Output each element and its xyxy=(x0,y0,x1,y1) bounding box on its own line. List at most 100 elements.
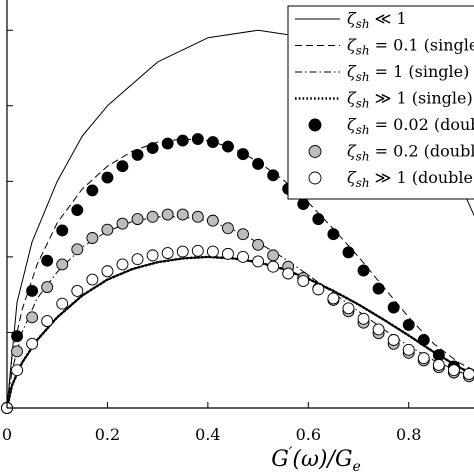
data-point-marker-filled-black-15 xyxy=(221,140,234,153)
data-point-marker-filled-gray-16 xyxy=(237,228,249,241)
data-point-marker-open-7 xyxy=(101,265,114,278)
data-point-marker-filled-gray-18 xyxy=(267,249,280,262)
data-point-marker-filled-black-7 xyxy=(101,171,114,184)
legend-item-dashdot: ζsh = 1 (single) xyxy=(295,62,469,84)
data-point-marker-filled-gray-12 xyxy=(176,208,189,221)
tick-labels: 0 0.2 0.4 0.6 0.8 xyxy=(2,425,422,444)
axes xyxy=(6,0,474,409)
legend-label: ζsh ≫ 1 (double) xyxy=(347,168,474,190)
x-tick-label-4: 0.8 xyxy=(396,425,421,444)
data-point-marker-filled-black-27 xyxy=(402,318,415,331)
data-point-marker-open-6 xyxy=(86,273,99,286)
data-point-marker-filled-gray-8 xyxy=(116,217,129,230)
data-point-marker-open-12 xyxy=(176,245,189,258)
data-point-marker-filled-black-23 xyxy=(342,246,355,259)
data-point-marker-filled-gray-17 xyxy=(252,238,265,251)
legend-item-solid: ζsh ≪ 1 xyxy=(295,9,407,31)
data-point-marker-open-30 xyxy=(447,364,460,377)
data-point-marker-filled-black-6 xyxy=(86,184,99,197)
legend-marker xyxy=(308,171,322,185)
data-point-marker-open-31 xyxy=(463,368,474,380)
data-point-marker-open-21 xyxy=(312,283,325,296)
data-point-marker-open-28 xyxy=(417,352,430,365)
legend-label: ζsh = 0.02 (double) xyxy=(347,115,474,137)
data-point-marker-filled-black-28 xyxy=(417,334,430,346)
legend-item-dashed: ζsh = 0.1 (single) xyxy=(295,36,474,58)
data-point-marker-filled-gray-11 xyxy=(161,208,174,221)
data-point-marker-filled-gray-2 xyxy=(26,311,39,324)
x-tick-label-2: 0.4 xyxy=(195,425,220,444)
data-point-marker-open-14 xyxy=(206,245,219,258)
data-point-marker-filled-black-11 xyxy=(161,137,174,150)
data-point-marker-filled-gray-5 xyxy=(71,243,84,256)
data-point-marker-open-15 xyxy=(221,247,234,260)
data-point-marker-open-23 xyxy=(342,302,355,315)
data-point-marker-filled-black-20 xyxy=(297,198,310,210)
legend-box xyxy=(287,5,474,200)
legend-label: ζsh = 0.2 (double) xyxy=(347,142,474,164)
legend-item-marker-filled-black: ζsh = 0.02 (double) xyxy=(308,115,474,137)
data-point-marker-filled-gray-3 xyxy=(41,281,54,294)
data-point-marker-open-16 xyxy=(237,250,249,263)
legend-item-marker-open: ζsh ≫ 1 (double) xyxy=(308,168,474,190)
data-point-marker-open-17 xyxy=(252,255,265,268)
data-point-marker-open-4 xyxy=(56,297,69,310)
data-point-marker-filled-black-17 xyxy=(252,158,265,170)
data-point-marker-filled-gray-14 xyxy=(206,214,219,227)
data-point-marker-filled-gray-9 xyxy=(131,213,144,226)
data-point-marker-open-20 xyxy=(297,275,310,288)
data-point-marker-filled-gray-1 xyxy=(11,345,23,358)
data-point-marker-filled-black-4 xyxy=(56,224,69,237)
legend-item-dotted: ζsh ≫ 1 (single) xyxy=(295,89,473,111)
data-point-marker-open-22 xyxy=(327,292,340,305)
series-markers xyxy=(1,133,474,414)
data-point-marker-open-25 xyxy=(372,323,385,336)
data-point-marker-open-11 xyxy=(161,247,174,260)
x-tick-label-0: 0 xyxy=(2,425,12,444)
data-point-marker-filled-black-22 xyxy=(327,228,340,241)
data-point-marker-filled-black-10 xyxy=(146,142,159,155)
data-point-marker-filled-black-29 xyxy=(432,349,445,362)
data-point-marker-open-2 xyxy=(26,337,39,350)
data-point-marker-filled-black-13 xyxy=(191,133,204,145)
data-point-marker-filled-black-8 xyxy=(116,160,129,173)
legend-marker xyxy=(308,145,322,158)
data-point-marker-filled-black-12 xyxy=(176,134,189,147)
data-point-marker-filled-black-16 xyxy=(237,148,249,161)
data-point-marker-filled-black-25 xyxy=(372,282,385,295)
data-point-marker-open-13 xyxy=(191,244,204,257)
data-point-marker-filled-black-9 xyxy=(131,148,144,161)
legend: ζsh ≪ 1 ζsh = 0.1 (single) ζsh = 1 (single… xyxy=(287,5,474,200)
data-point-marker-filled-black-18 xyxy=(267,169,280,182)
data-point-marker-open-18 xyxy=(267,260,280,273)
data-point-marker-filled-black-26 xyxy=(387,301,400,314)
data-point-marker-filled-gray-6 xyxy=(86,232,99,244)
legend-label: ζsh = 1 (single) xyxy=(347,62,469,84)
data-point-marker-filled-black-14 xyxy=(206,136,219,148)
data-point-marker-filled-gray-13 xyxy=(191,210,204,223)
data-point-marker-filled-black-24 xyxy=(357,264,370,277)
legend-item-marker-filled-gray: ζsh = 0.2 (double) xyxy=(308,142,474,164)
data-point-marker-filled-gray-10 xyxy=(146,210,159,223)
data-point-marker-filled-black-3 xyxy=(41,254,54,267)
x-axis-label: G′(ω)/Ge xyxy=(271,443,361,474)
data-point-marker-open-1 xyxy=(11,364,23,377)
x-tick-label-3: 0.6 xyxy=(296,425,321,444)
data-point-marker-open-5 xyxy=(71,284,84,297)
data-point-marker-open-24 xyxy=(357,312,370,325)
data-point-marker-open-26 xyxy=(387,334,400,346)
data-point-marker-filled-black-2 xyxy=(26,284,39,297)
data-point-marker-open-19 xyxy=(282,267,295,280)
data-point-marker-filled-gray-7 xyxy=(101,223,114,236)
data-point-marker-open-8 xyxy=(116,258,129,271)
series-line-dotted xyxy=(5,255,474,410)
data-point-marker-open-3 xyxy=(41,315,54,328)
data-point-marker-filled-black-21 xyxy=(312,213,325,226)
data-point-marker-filled-gray-4 xyxy=(56,258,69,271)
legend-label: ζsh ≫ 1 (single) xyxy=(347,89,473,111)
data-point-marker-filled-gray-15 xyxy=(221,222,234,235)
data-point-marker-open-29 xyxy=(432,358,445,371)
x-tick-label-1: 0.2 xyxy=(95,425,120,444)
data-point-marker-open-27 xyxy=(402,343,415,356)
data-point-marker-open-10 xyxy=(146,249,159,262)
